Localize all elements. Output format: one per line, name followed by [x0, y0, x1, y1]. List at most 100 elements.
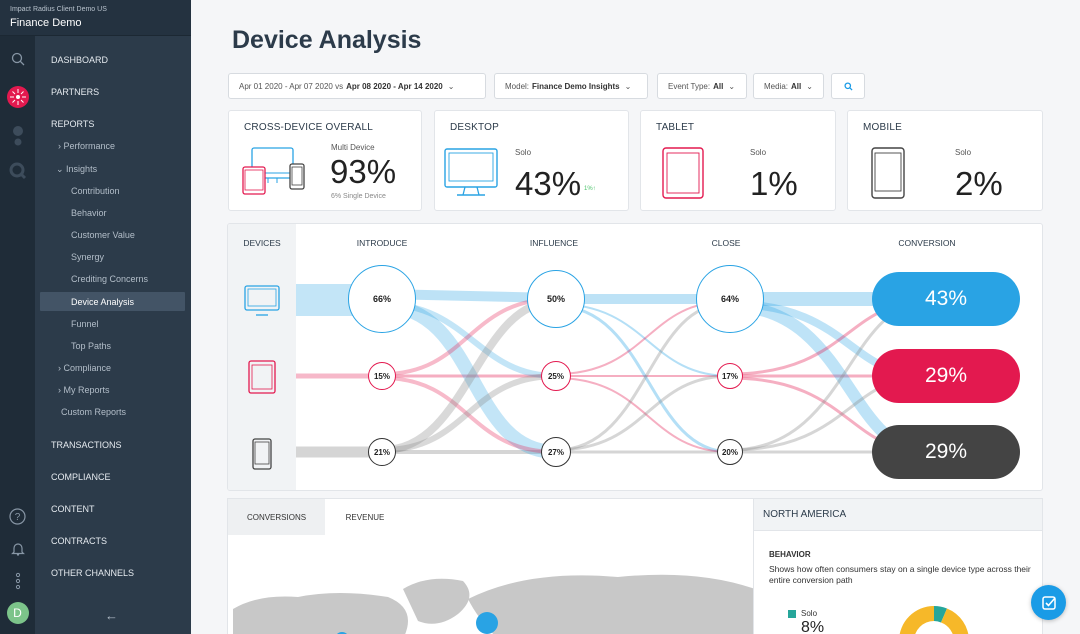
query-icon[interactable] — [0, 162, 35, 180]
world-map — [233, 574, 753, 634]
nav-compliance-sub-label: Compliance — [63, 363, 112, 373]
nav-dashboard[interactable]: DASHBOARD — [51, 55, 109, 65]
region-panel: NORTH AMERICA BEHAVIOR Shows how often c… — [753, 498, 1043, 634]
nav-compliance[interactable]: COMPLIANCE — [51, 472, 111, 482]
media-filter[interactable]: Media: All ⌄ — [753, 73, 824, 99]
svg-text:?: ? — [15, 512, 21, 523]
event-type-label: Event Type: — [668, 81, 711, 91]
desktop-value: 43% — [515, 165, 582, 202]
event-type-filter[interactable]: Event Type: All ⌄ — [657, 73, 747, 99]
influence-tablet-node[interactable]: 25% — [541, 361, 571, 391]
introduce-header: INTRODUCE — [356, 238, 408, 248]
influence-mobile-node[interactable]: 27% — [541, 437, 571, 467]
nav-insights[interactable]: ⌄ Insights — [56, 164, 97, 175]
desktop-icon — [244, 285, 280, 316]
cross-device-card: CROSS-DEVICE OVERALL Multi Device 93% 6%… — [228, 110, 422, 211]
nav-transactions[interactable]: TRANSACTIONS — [51, 440, 122, 450]
nav-custom-reports[interactable]: Custom Reports — [61, 407, 127, 417]
single-device-sub: 6% Single Device — [331, 193, 386, 200]
app-logo-icon[interactable] — [0, 85, 35, 109]
introduce-tablet-node[interactable]: 15% — [368, 362, 396, 390]
nav-performance[interactable]: › Performance — [58, 141, 115, 151]
tab-conversions[interactable]: CONVERSIONS — [228, 499, 325, 535]
sidebar — [35, 0, 191, 634]
nav-funnel[interactable]: Funnel — [71, 319, 99, 329]
chevron-down-icon: ⌄ — [728, 81, 736, 91]
compare-range-value: Apr 08 2020 - Apr 14 2020 — [346, 81, 443, 91]
mobile-icon — [871, 147, 905, 199]
tab-revenue[interactable]: REVENUE — [345, 512, 385, 522]
desktop-label: Solo — [515, 148, 532, 157]
search-filter-button[interactable] — [831, 73, 865, 99]
nav-contracts[interactable]: CONTRACTS — [51, 536, 107, 546]
icon-rail: ? D — [0, 0, 35, 634]
nav-content[interactable]: CONTENT — [51, 504, 95, 514]
nav-top-paths[interactable]: Top Paths — [71, 341, 112, 351]
influence-desktop-node[interactable]: 50% — [527, 270, 585, 328]
account-header[interactable]: Impact Radius Client Demo US Finance Dem… — [0, 0, 191, 36]
close-tablet-node[interactable]: 17% — [717, 363, 743, 389]
nav-reports[interactable]: REPORTS — [51, 119, 95, 129]
account-name: Finance Demo — [10, 17, 82, 29]
model-value: Finance Demo Insights — [532, 81, 620, 91]
media-value: All — [791, 81, 802, 91]
cross-device-value: 93% — [330, 153, 397, 190]
mobile-label: Solo — [955, 148, 972, 157]
search-icon[interactable] — [0, 52, 35, 66]
bell-icon[interactable] — [0, 541, 35, 556]
event-type-value: All — [713, 81, 724, 91]
influence-header: INFLUENCE — [529, 238, 579, 248]
mobile-icon — [252, 438, 272, 470]
nav-behavior[interactable]: Behavior — [71, 208, 107, 218]
nav-my-reports[interactable]: › My Reports — [58, 385, 110, 395]
chevron-down-icon: ⌄ — [624, 81, 632, 91]
checklist-button[interactable] — [1031, 585, 1066, 620]
date-range-value: Apr 01 2020 - Apr 07 2020 — [239, 81, 333, 91]
behavior-donut-chart — [899, 606, 969, 634]
map-panel: CONVERSIONS REVENUE — [227, 498, 754, 634]
conversion-mobile-pill[interactable]: 29% — [872, 425, 1020, 479]
tablet-title: TABLET — [656, 122, 695, 133]
conversion-desktop-pill[interactable]: 43% — [872, 272, 1020, 326]
nav-device-analysis[interactable]: Device Analysis — [71, 297, 135, 307]
nav-synergy[interactable]: Synergy — [71, 252, 105, 262]
chevron-down-icon: ⌄ — [56, 164, 67, 174]
introduce-mobile-node[interactable]: 21% — [368, 438, 396, 466]
person-icon[interactable] — [0, 124, 35, 146]
media-label: Media: — [764, 81, 789, 91]
chevron-down-icon: ⌄ — [447, 81, 455, 91]
legend-solo-label: Solo — [801, 609, 818, 618]
close-mobile-node[interactable]: 20% — [717, 439, 743, 465]
date-vs-label: vs — [335, 81, 344, 91]
selected-item-highlight — [40, 292, 185, 311]
cross-device-title: CROSS-DEVICE OVERALL — [244, 122, 374, 133]
devices-header: DEVICES — [243, 238, 281, 248]
user-avatar[interactable]: D — [0, 602, 35, 624]
desktop-title: DESKTOP — [450, 122, 500, 133]
nav-partners[interactable]: PARTNERS — [51, 87, 100, 97]
introduce-desktop-node[interactable]: 66% — [348, 265, 416, 333]
conversion-tablet-pill[interactable]: 29% — [872, 349, 1020, 403]
nav-customer-value[interactable]: Customer Value — [71, 230, 135, 240]
nav-other-channels[interactable]: OTHER CHANNELS — [51, 568, 135, 578]
nav-contribution[interactable]: Contribution — [71, 186, 120, 196]
model-filter[interactable]: Model: Finance Demo Insights ⌄ — [494, 73, 648, 99]
chevron-down-icon: ⌄ — [806, 81, 813, 91]
tablet-value: 1% — [750, 165, 798, 202]
nav-crediting-concerns[interactable]: Crediting Concerns — [71, 274, 149, 284]
date-range-filter[interactable]: Apr 01 2020 - Apr 07 2020 vs Apr 08 2020 … — [228, 73, 486, 99]
nav-compliance-sub[interactable]: › Compliance — [58, 363, 111, 373]
tablet-icon — [662, 147, 704, 199]
more-icon[interactable] — [0, 572, 35, 590]
account-subtitle: Impact Radius Client Demo US — [10, 6, 107, 13]
avatar-initial: D — [6, 602, 29, 624]
collapse-sidebar-button[interactable]: ← — [105, 608, 118, 623]
tablet-label: Solo — [750, 148, 767, 157]
close-desktop-node[interactable]: 64% — [696, 265, 764, 333]
main-content: Device Analysis Apr 01 2020 - Apr 07 202… — [191, 0, 1080, 634]
help-icon[interactable]: ? — [0, 508, 35, 525]
multi-device-icon — [242, 147, 305, 195]
chevron-right-icon: › — [58, 363, 64, 373]
region-header — [754, 499, 1042, 531]
close-header: CLOSE — [711, 238, 741, 248]
